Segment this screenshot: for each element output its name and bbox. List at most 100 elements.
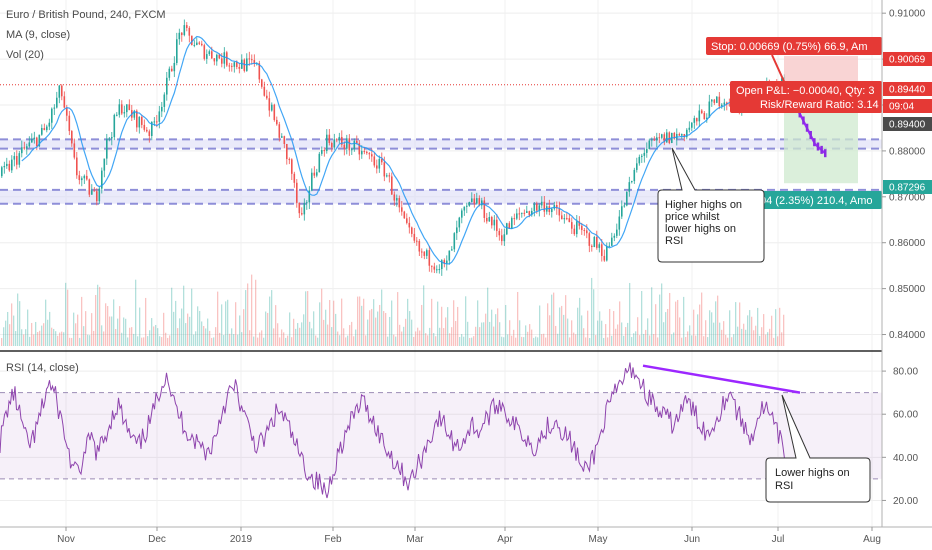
candle-body[interactable] — [183, 25, 186, 36]
candle-body[interactable] — [171, 68, 173, 72]
candle-body[interactable] — [206, 54, 208, 59]
candle-body[interactable] — [231, 65, 233, 67]
candle-body[interactable] — [606, 246, 608, 261]
candle-body[interactable] — [153, 121, 156, 123]
candle-body[interactable] — [596, 237, 598, 248]
support-zone-band[interactable] — [0, 139, 882, 149]
candle-body[interactable] — [721, 104, 723, 107]
candle-body[interactable] — [661, 134, 663, 138]
candle-body[interactable] — [493, 219, 496, 226]
candle-body[interactable] — [41, 127, 43, 135]
candle-body[interactable] — [146, 129, 148, 132]
candle-body[interactable] — [56, 97, 58, 108]
candle-body[interactable] — [523, 212, 526, 214]
candle-body[interactable] — [3, 166, 6, 168]
candle-body[interactable] — [618, 216, 621, 230]
candle-body[interactable] — [348, 138, 351, 151]
candle-body[interactable] — [166, 77, 168, 95]
candle-body[interactable] — [436, 269, 438, 271]
candle-body[interactable] — [266, 95, 268, 99]
candle-body[interactable] — [178, 32, 181, 40]
candle-body[interactable] — [613, 235, 616, 238]
candle-body[interactable] — [241, 59, 243, 69]
candle-body[interactable] — [91, 190, 93, 195]
candle-body[interactable] — [331, 143, 333, 148]
candle-body[interactable] — [13, 156, 16, 160]
candle-body[interactable] — [651, 139, 653, 141]
candle-body[interactable] — [703, 113, 706, 120]
candle-body[interactable] — [303, 203, 306, 215]
candle-body[interactable] — [521, 212, 523, 214]
candle-body[interactable] — [73, 143, 76, 158]
candle-body[interactable] — [338, 136, 341, 141]
candle-body[interactable] — [366, 151, 368, 154]
candle-body[interactable] — [218, 54, 221, 59]
candle-body[interactable] — [388, 175, 391, 177]
candle-body[interactable] — [678, 133, 681, 136]
candle-body[interactable] — [228, 65, 231, 67]
candle-body[interactable] — [496, 219, 498, 231]
candle-body[interactable] — [343, 144, 346, 149]
candle-body[interactable] — [93, 190, 96, 192]
candle-body[interactable] — [351, 149, 353, 151]
candle-body[interactable] — [268, 98, 271, 111]
candle-body[interactable] — [441, 260, 443, 270]
candle-body[interactable] — [406, 218, 408, 223]
candle-body[interactable] — [168, 68, 171, 78]
candle-body[interactable] — [291, 159, 293, 174]
candle-body[interactable] — [696, 118, 698, 122]
candle-body[interactable] — [526, 211, 528, 213]
candle-body[interactable] — [413, 233, 416, 241]
candle-body[interactable] — [16, 156, 18, 165]
candle-body[interactable] — [471, 198, 473, 203]
candle-body[interactable] — [683, 134, 686, 138]
rsi-line[interactable] — [0, 362, 785, 499]
candle-body[interactable] — [636, 163, 638, 170]
candle-body[interactable] — [706, 117, 708, 120]
candle-body[interactable] — [28, 142, 31, 147]
candle-body[interactable] — [141, 116, 143, 125]
candle-body[interactable] — [583, 230, 586, 232]
candle-body[interactable] — [123, 112, 126, 114]
candle-body[interactable] — [211, 51, 213, 59]
candle-body[interactable] — [261, 79, 263, 87]
candle-body[interactable] — [728, 104, 731, 106]
candle-body[interactable] — [213, 58, 216, 62]
candle-body[interactable] — [466, 205, 468, 207]
candle-body[interactable] — [151, 121, 153, 136]
candle-body[interactable] — [133, 110, 136, 118]
candle-body[interactable] — [263, 86, 266, 96]
candle-body[interactable] — [278, 124, 281, 138]
candle-body[interactable] — [311, 172, 313, 191]
price-pane[interactable] — [0, 0, 882, 350]
candle-body[interactable] — [438, 269, 441, 271]
candle-body[interactable] — [116, 114, 118, 116]
candle-body[interactable] — [43, 127, 46, 131]
candle-body[interactable] — [626, 191, 628, 206]
candle-body[interactable] — [473, 198, 476, 204]
candle-body[interactable] — [148, 131, 151, 136]
candle-body[interactable] — [18, 153, 21, 165]
candle-body[interactable] — [341, 136, 343, 145]
candle-body[interactable] — [176, 39, 178, 63]
candle-body[interactable] — [408, 222, 411, 228]
candle-body[interactable] — [516, 213, 518, 219]
candle-body[interactable] — [508, 223, 511, 229]
candle-body[interactable] — [428, 250, 431, 266]
candle-body[interactable] — [356, 140, 358, 144]
candle-body[interactable] — [78, 175, 81, 181]
candle-body[interactable] — [531, 210, 533, 216]
candle-body[interactable] — [453, 233, 456, 250]
candle-body[interactable] — [53, 107, 56, 109]
candle-body[interactable] — [283, 136, 286, 144]
candle-body[interactable] — [196, 42, 198, 45]
candle-body[interactable] — [271, 104, 273, 111]
candle-body[interactable] — [111, 137, 113, 139]
candle-body[interactable] — [156, 121, 158, 123]
candle-body[interactable] — [201, 43, 203, 46]
candle-body[interactable] — [371, 154, 373, 157]
